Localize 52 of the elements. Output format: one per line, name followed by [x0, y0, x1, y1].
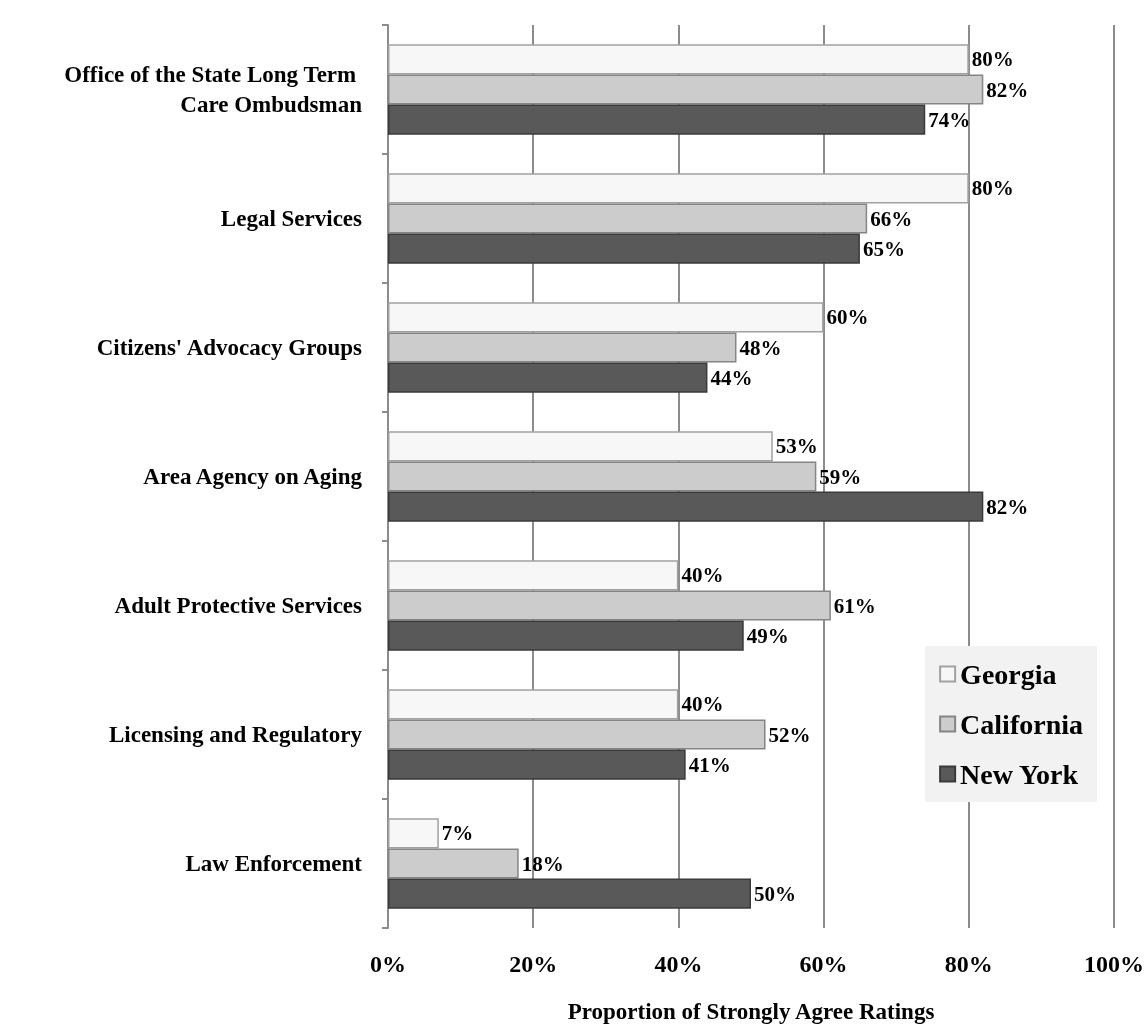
bar	[388, 749, 686, 780]
x-tick-label: 0%	[370, 951, 406, 977]
x-tick-label: 80%	[944, 951, 993, 977]
y-tick-label: Area Agency on Aging	[143, 464, 363, 489]
data-label: 48%	[739, 335, 782, 360]
data-label: 41%	[688, 752, 731, 777]
x-tick-label: 60%	[799, 951, 848, 977]
legend-label: California	[960, 708, 1084, 740]
bar	[388, 560, 679, 591]
bar	[388, 620, 744, 651]
data-label: 59%	[819, 464, 862, 489]
data-label: 40%	[681, 563, 724, 588]
data-label: 60%	[826, 305, 869, 330]
bar	[388, 233, 860, 264]
data-label: 82%	[986, 494, 1029, 519]
data-label: 7%	[441, 821, 474, 846]
y-tick-label: Licensing and Regulatory	[108, 722, 363, 747]
x-tick-label: 100%	[1084, 951, 1144, 977]
x-tick-label: 20%	[509, 951, 558, 977]
y-tick-label: Adult Protective Services	[114, 593, 363, 618]
bar	[388, 104, 926, 135]
data-label: 18%	[521, 851, 564, 876]
data-label: 52%	[768, 722, 811, 747]
y-tick-label: Law Enforcement	[185, 851, 363, 876]
bar	[388, 44, 969, 75]
x-tick-label: 40%	[654, 951, 703, 977]
y-tick-label: Legal Services	[220, 206, 363, 231]
bar	[388, 878, 751, 909]
data-label: 61%	[833, 593, 876, 618]
y-tick-label: Citizens' Advocacy Groups	[96, 335, 363, 360]
y-tick-label: Office of the State Long Term Care Ombudsman	[64, 62, 363, 117]
data-label: 80%	[971, 47, 1014, 72]
bar	[388, 362, 708, 393]
bar	[388, 431, 773, 462]
data-label: 50%	[754, 881, 796, 906]
legend-label: Georgia	[960, 658, 1057, 690]
data-label: 80%	[971, 176, 1014, 201]
data-label: 66%	[870, 206, 913, 231]
bar	[388, 689, 679, 720]
bar	[388, 173, 969, 204]
data-label: 82%	[986, 77, 1029, 102]
data-label: 49%	[746, 623, 789, 648]
legend-label: New York	[960, 758, 1079, 790]
data-label: 65%	[862, 236, 905, 261]
bar	[388, 818, 439, 849]
bar	[388, 491, 984, 522]
data-label: 53%	[775, 434, 818, 459]
data-label: 44%	[710, 365, 753, 390]
bar	[388, 302, 824, 333]
x-axis-title: Proportion of Strongly Agree Ratings	[567, 999, 935, 1024]
data-label: 40%	[681, 692, 724, 717]
data-label: 74%	[928, 107, 971, 132]
